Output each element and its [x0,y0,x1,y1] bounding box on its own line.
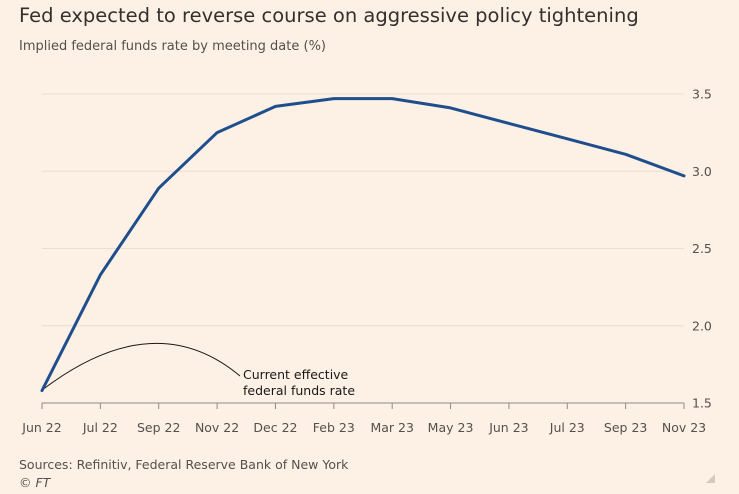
resize-corner-icon [706,474,715,483]
data-point [390,97,394,100]
data-point [274,105,277,108]
x-tick-label: Jul 23 [549,420,585,435]
x-tick-label: Jun 22 [21,420,61,435]
copyright-note: © FT [19,475,51,490]
data-point [624,153,627,156]
y-tick-label: 1.5 [692,396,712,411]
y-tick-label: 2.0 [692,318,712,333]
x-tick-label: May 23 [428,420,474,435]
data-point [566,137,569,141]
x-tick-label: Mar 23 [370,420,413,435]
data-point [449,106,452,110]
x-tick-label: Feb 23 [313,420,355,435]
x-tick-label: Nov 22 [195,420,239,435]
data-point [332,97,336,100]
x-tick-label: Nov 23 [662,420,706,435]
x-tick-label: Jul 22 [82,420,118,435]
annotation-label: Current effective [243,367,349,382]
chart-title: Fed expected to reverse course on aggres… [19,4,639,27]
x-tick-label: Sep 22 [137,420,180,435]
data-point [215,131,219,134]
chart-subtitle: Implied federal funds rate by meeting da… [19,39,326,54]
data-point [40,389,44,392]
series-line [40,97,686,393]
data-point [682,174,686,178]
source-note: Sources: Refinitiv, Federal Reserve Bank… [19,457,349,472]
data-point [507,122,511,125]
y-tick-label: 3.5 [692,87,712,102]
y-tick-label: 2.5 [692,241,712,256]
x-tick-label: Jun 23 [488,420,528,435]
annotation-label: federal funds rate [243,383,355,398]
y-tick-label: 3.0 [692,164,712,179]
data-point [99,273,102,276]
data-point [157,187,160,190]
x-tick-label: Dec 22 [253,420,297,435]
annotation-connector [43,342,241,390]
x-tick-label: Sep 23 [604,420,647,435]
